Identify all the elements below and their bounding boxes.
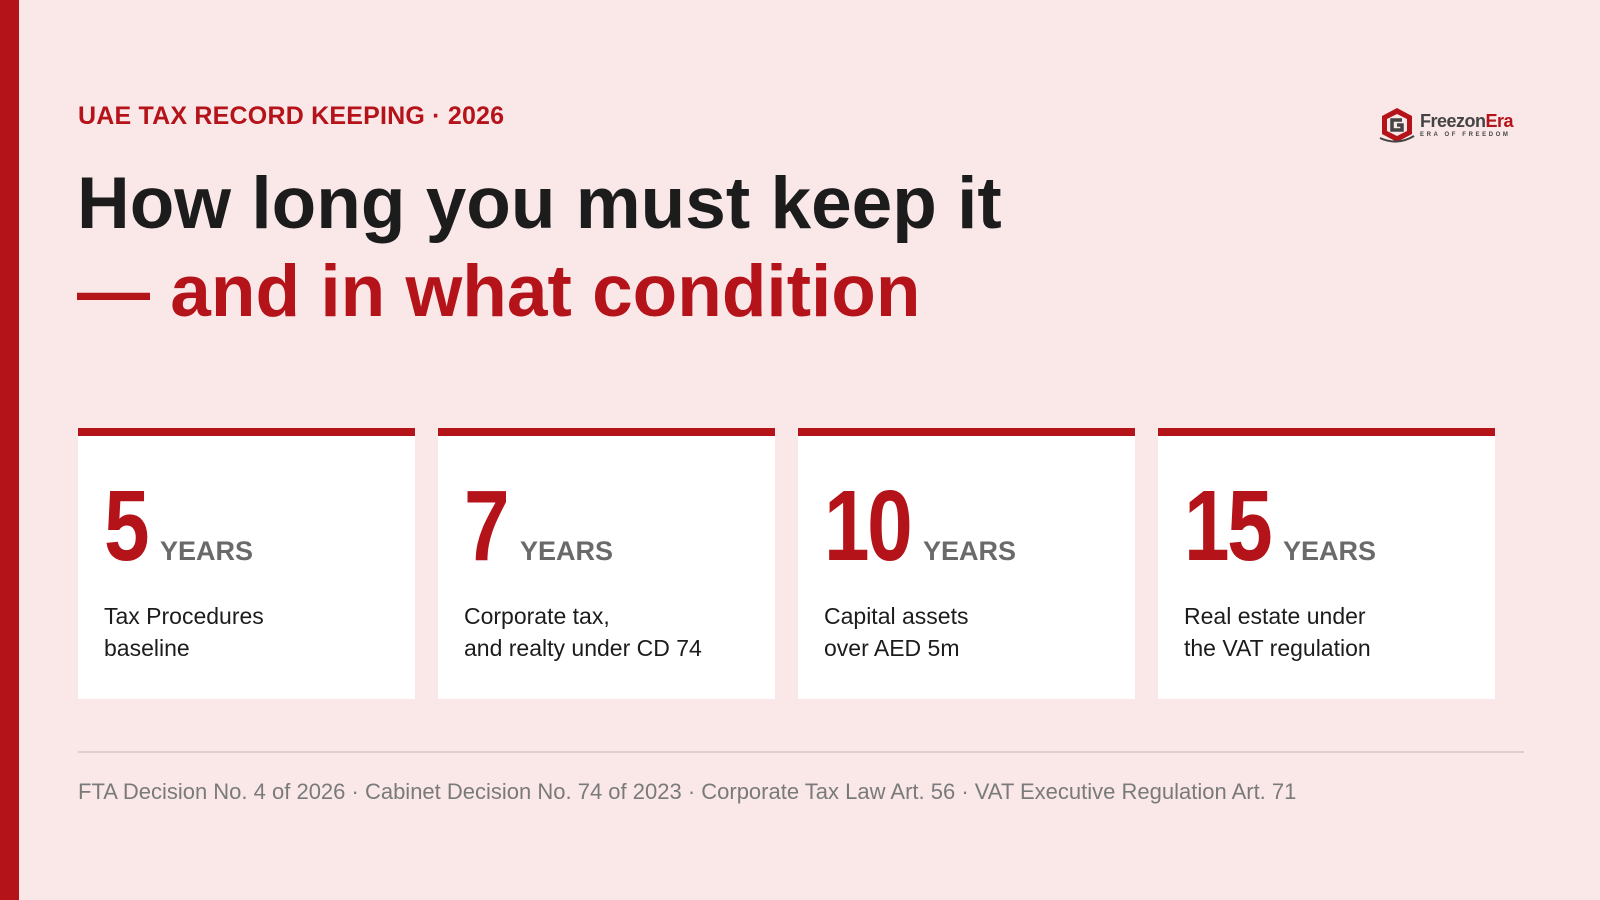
card-number: 5 [104, 470, 150, 582]
retention-card-15-years: 15 YEARS Real estate under the VAT regul… [1158, 428, 1495, 699]
card-description-line-1: Capital assets [824, 603, 969, 629]
card-description-line-2: baseline [104, 635, 190, 661]
retention-card-5-years: 5 YEARS Tax Procedures baseline [78, 428, 415, 699]
logo-mark-icon [1379, 108, 1415, 143]
card-description: Real estate under the VAT regulation [1184, 600, 1484, 664]
card-description-line-2: over AED 5m [824, 635, 960, 661]
headline: How long you must keep it — and in what … [77, 160, 1002, 336]
card-description-line-1: Corporate tax, [464, 603, 610, 629]
card-unit: YEARS [1283, 536, 1377, 566]
card-description-line-2: and realty under CD 74 [464, 635, 702, 661]
logo-wordmark: FreezonEra [1420, 111, 1514, 131]
card-figure: 5 YEARS [104, 470, 415, 582]
logo-name-part-1: Freezon [1420, 111, 1486, 131]
card-number: 10 [824, 470, 913, 582]
card-unit: YEARS [520, 536, 614, 566]
card-description-line-2: the VAT regulation [1184, 635, 1371, 661]
retention-card-10-years: 10 YEARS Capital assets over AED 5m [798, 428, 1135, 699]
logo-name-part-2: Era [1485, 111, 1514, 131]
side-accent-bar [0, 0, 19, 900]
card-unit: YEARS [923, 536, 1017, 566]
logo-tagline: ERA OF FREEDOM [1420, 132, 1511, 138]
card-description: Corporate tax, and realty under CD 74 [464, 600, 764, 664]
card-unit: YEARS [160, 536, 254, 566]
card-description-line-1: Real estate under [1184, 603, 1366, 629]
retention-cards: 5 YEARS Tax Procedures baseline 7 YEARS … [78, 428, 1495, 699]
footer-divider [78, 751, 1524, 753]
headline-line-1: How long you must keep it [77, 163, 1002, 244]
card-figure: 7 YEARS [464, 470, 775, 582]
eyebrow-title: UAE TAX RECORD KEEPING · 2026 [78, 102, 505, 130]
card-description-line-1: Tax Procedures [104, 603, 264, 629]
card-description: Tax Procedures baseline [104, 600, 404, 664]
card-description: Capital assets over AED 5m [824, 600, 1124, 664]
retention-card-7-years: 7 YEARS Corporate tax, and realty under … [438, 428, 775, 699]
card-figure: 10 YEARS [824, 470, 1135, 582]
card-number: 7 [464, 470, 510, 582]
source-citations: FTA Decision No. 4 of 2026 · Cabinet Dec… [78, 779, 1297, 804]
card-number: 15 [1184, 470, 1273, 582]
company-logo: FreezonEra ERA OF FREEDOM [1378, 106, 1514, 144]
headline-line-2: — and in what condition [77, 251, 921, 332]
card-figure: 15 YEARS [1184, 470, 1495, 582]
